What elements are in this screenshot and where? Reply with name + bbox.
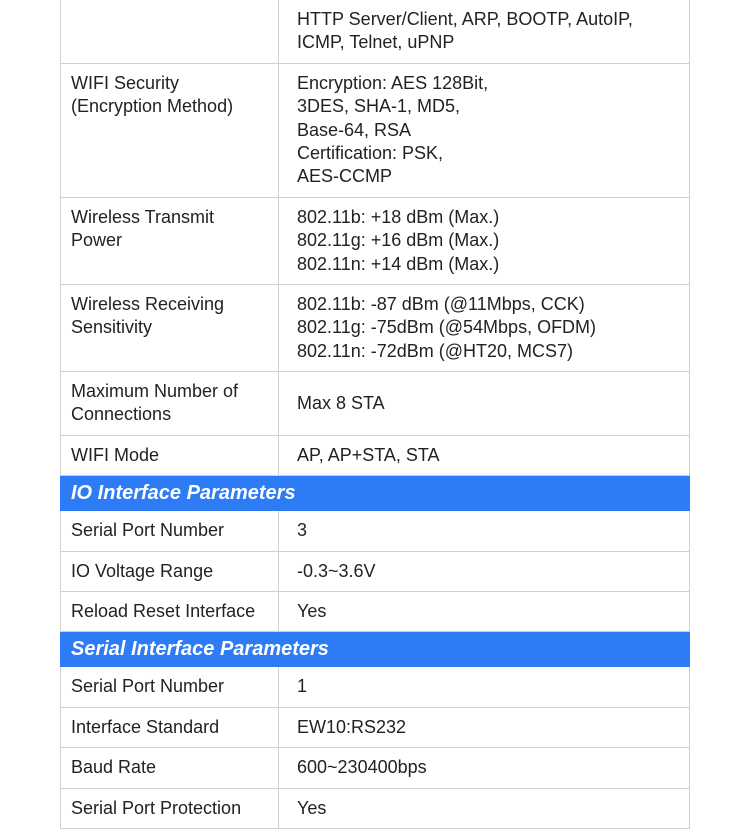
spec-label: IO Voltage Range — [61, 551, 279, 591]
section-title: IO Interface Parameters — [61, 476, 690, 511]
table-row: Wireless Receiving Sensitivity 802.11b: … — [61, 284, 690, 371]
spec-label: Reload Reset Interface — [61, 592, 279, 632]
spec-value: Max 8 STA — [279, 372, 690, 436]
table-row: Maximum Number of Connections Max 8 STA — [61, 372, 690, 436]
table-row: Serial Port Number 3 — [61, 511, 690, 551]
spec-label: Serial Port Number — [61, 667, 279, 707]
spec-value: 1 — [279, 667, 690, 707]
table-row: WIFI Mode AP, AP+STA, STA — [61, 435, 690, 475]
spec-label: Baud Rate — [61, 748, 279, 788]
spec-label — [61, 0, 279, 63]
spec-value: 600~230400bps — [279, 748, 690, 788]
spec-label: Interface Standard — [61, 707, 279, 747]
spec-label: Serial Port Protection — [61, 788, 279, 828]
table-row: IO Voltage Range -0.3~3.6V — [61, 551, 690, 591]
spec-label: WIFI Security(Encryption Method) — [61, 63, 279, 197]
spec-value: -0.3~3.6V — [279, 551, 690, 591]
spec-value: HTTP Server/Client, ARP, BOOTP, AutoIP,I… — [279, 0, 690, 63]
spec-value: Encryption: AES 128Bit,3DES, SHA-1, MD5,… — [279, 63, 690, 197]
table-row: Reload Reset Interface Yes — [61, 592, 690, 632]
spec-label: Serial Port Number — [61, 511, 279, 551]
spec-table-container: HTTP Server/Client, ARP, BOOTP, AutoIP,I… — [0, 0, 750, 829]
spec-value: AP, AP+STA, STA — [279, 435, 690, 475]
spec-value: 802.11b: -87 dBm (@11Mbps, CCK)802.11g: … — [279, 284, 690, 371]
spec-label: Maximum Number of Connections — [61, 372, 279, 436]
section-title: Serial Interface Parameters — [61, 632, 690, 667]
table-row: HTTP Server/Client, ARP, BOOTP, AutoIP,I… — [61, 0, 690, 63]
section-header: IO Interface Parameters — [61, 476, 690, 511]
table-row: Wireless Transmit Power 802.11b: +18 dBm… — [61, 197, 690, 284]
spec-value: 802.11b: +18 dBm (Max.)802.11g: +16 dBm … — [279, 197, 690, 284]
spec-label: Wireless Receiving Sensitivity — [61, 284, 279, 371]
spec-value: Yes — [279, 592, 690, 632]
table-row: WIFI Security(Encryption Method) Encrypt… — [61, 63, 690, 197]
table-row: Serial Port Number 1 — [61, 667, 690, 707]
table-row: Serial Port Protection Yes — [61, 788, 690, 828]
spec-value: EW10:RS232 — [279, 707, 690, 747]
table-row: Baud Rate 600~230400bps — [61, 748, 690, 788]
section-header: Serial Interface Parameters — [61, 632, 690, 667]
spec-table: HTTP Server/Client, ARP, BOOTP, AutoIP,I… — [60, 0, 690, 829]
spec-label: WIFI Mode — [61, 435, 279, 475]
spec-value: Yes — [279, 788, 690, 828]
spec-label: Wireless Transmit Power — [61, 197, 279, 284]
spec-value: 3 — [279, 511, 690, 551]
table-row: Interface Standard EW10:RS232 — [61, 707, 690, 747]
